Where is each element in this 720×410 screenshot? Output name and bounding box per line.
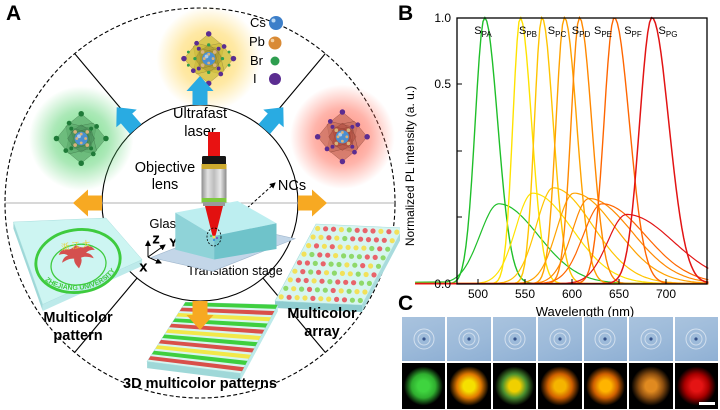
- svg-text:X: X: [140, 263, 147, 274]
- svg-text:array: array: [304, 324, 339, 340]
- svg-text:SPG: SPG: [659, 25, 678, 39]
- svg-text:550: 550: [515, 287, 535, 301]
- svg-text:SPA: SPA: [474, 25, 492, 39]
- svg-text:SPD: SPD: [572, 25, 591, 39]
- svg-text:Objective: Objective: [135, 160, 195, 176]
- svg-text:Br: Br: [250, 53, 264, 68]
- svg-text:pattern: pattern: [53, 328, 102, 344]
- svg-text:SPF: SPF: [624, 25, 642, 39]
- svg-text:650: 650: [609, 287, 629, 301]
- svg-text:I: I: [253, 71, 257, 86]
- svg-text:Pb: Pb: [249, 34, 265, 49]
- svg-text:Cs: Cs: [250, 15, 266, 30]
- svg-text:1.0: 1.0: [434, 11, 451, 25]
- svg-text:SPE: SPE: [594, 25, 612, 39]
- svg-text:Z: Z: [153, 235, 159, 246]
- svg-text:NCs: NCs: [278, 178, 306, 194]
- svg-text:700: 700: [656, 287, 676, 301]
- svg-text:SPC: SPC: [548, 25, 567, 39]
- svg-text:Ultrafast: Ultrafast: [173, 106, 227, 122]
- svg-text:0.0: 0.0: [434, 277, 451, 291]
- svg-text:Multicolor: Multicolor: [43, 310, 113, 326]
- svg-text:lens: lens: [152, 177, 179, 193]
- svg-text:0.5: 0.5: [434, 77, 451, 91]
- svg-text:500: 500: [468, 287, 488, 301]
- svg-text:600: 600: [562, 287, 582, 301]
- svg-text:3D multicolor patterns: 3D multicolor patterns: [123, 376, 277, 392]
- svg-text:Multicolor: Multicolor: [287, 306, 357, 322]
- svg-text:SPB: SPB: [519, 25, 537, 39]
